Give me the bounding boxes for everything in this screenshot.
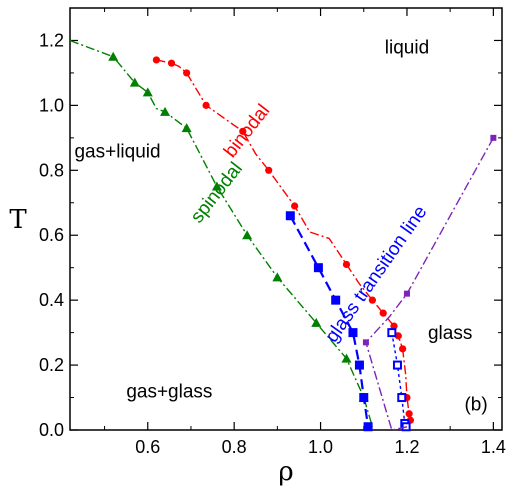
data-point-circle <box>291 202 299 210</box>
data-point-circle <box>183 69 191 77</box>
annotation-gas-glass: gas+glass <box>126 382 212 403</box>
series-layer <box>69 39 497 432</box>
data-point-circle <box>399 345 407 353</box>
annotations-layer: liquid gas+liquid gas+glass glass (b) binodal… <box>74 37 487 415</box>
data-point-small-square <box>403 290 410 297</box>
data-point-small-square <box>362 339 369 346</box>
y-axis-ticks: 0.0 0.2 0.4 0.6 0.8 1.0 1.2 <box>39 7 502 440</box>
series-glass-transition-line-filled- <box>285 211 373 432</box>
data-point-circle <box>390 322 398 330</box>
y-tick-label: 0.6 <box>39 225 64 245</box>
data-point-circle <box>239 127 247 135</box>
series-line <box>156 59 412 421</box>
data-point-open-square <box>387 328 397 338</box>
data-point-square <box>331 295 341 305</box>
data-point-square <box>354 360 364 370</box>
y-axis-label: T <box>9 205 27 235</box>
y-tick-label: 0.2 <box>39 355 64 375</box>
annotation-liquid: liquid <box>385 37 429 58</box>
data-point-circle <box>265 166 273 174</box>
annotation-glass-transition-line: glass transition line <box>322 202 432 346</box>
data-point-circle <box>342 260 351 269</box>
data-point-open-square <box>392 360 402 370</box>
x-tick-label: 1.2 <box>394 437 419 457</box>
y-tick-label: 0.0 <box>39 420 64 440</box>
data-point-circle <box>405 410 413 418</box>
data-point-triangle <box>160 106 171 116</box>
x-tick-label: 1.4 <box>481 437 506 457</box>
data-point-triangle <box>272 272 283 282</box>
data-point-square <box>313 263 323 273</box>
data-point-circle <box>368 296 376 304</box>
data-point-small-square <box>490 134 497 141</box>
x-tick-label: 1.0 <box>308 437 333 457</box>
series-line <box>365 137 495 431</box>
y-tick-label: 0.4 <box>39 290 64 310</box>
y-tick-label: 1.0 <box>39 95 64 115</box>
plot-frame <box>69 7 503 431</box>
data-point-triangle <box>142 87 153 97</box>
series-purple-line <box>362 134 497 431</box>
annotation-b: (b) <box>464 395 487 416</box>
x-tick-label: 0.6 <box>135 437 160 457</box>
data-point-square <box>359 393 369 403</box>
data-point-square <box>363 422 373 432</box>
data-point-circle <box>152 56 160 64</box>
series-line <box>69 39 374 427</box>
annotation-glass: glass <box>428 323 472 344</box>
data-point-triangle <box>242 230 253 240</box>
data-point-triangle <box>311 317 322 327</box>
data-point-circle <box>379 309 387 317</box>
data-point-circle <box>202 101 210 109</box>
data-point-circle <box>394 332 402 340</box>
data-point-circle <box>167 59 176 67</box>
data-point-triangle <box>129 77 140 87</box>
annotation-spinodal: spinodal <box>187 159 247 228</box>
data-point-triangle <box>341 353 352 363</box>
x-tick-label: 0.8 <box>222 437 247 457</box>
data-point-triangle <box>181 123 192 133</box>
x-axis-label: ρ <box>278 457 293 487</box>
series-binodal <box>152 56 415 424</box>
data-point-square <box>285 211 295 221</box>
y-tick-label: 0.8 <box>39 160 64 180</box>
series-spinodal <box>69 39 374 427</box>
data-point-open-square <box>397 393 407 403</box>
annotation-binodal: binodal <box>220 101 274 162</box>
data-point-triangle <box>108 51 119 61</box>
y-tick-label: 1.2 <box>39 30 64 50</box>
data-point-triangle <box>211 181 222 191</box>
data-point-square <box>348 328 358 338</box>
annotation-gas-liquid: gas+liquid <box>74 141 160 162</box>
